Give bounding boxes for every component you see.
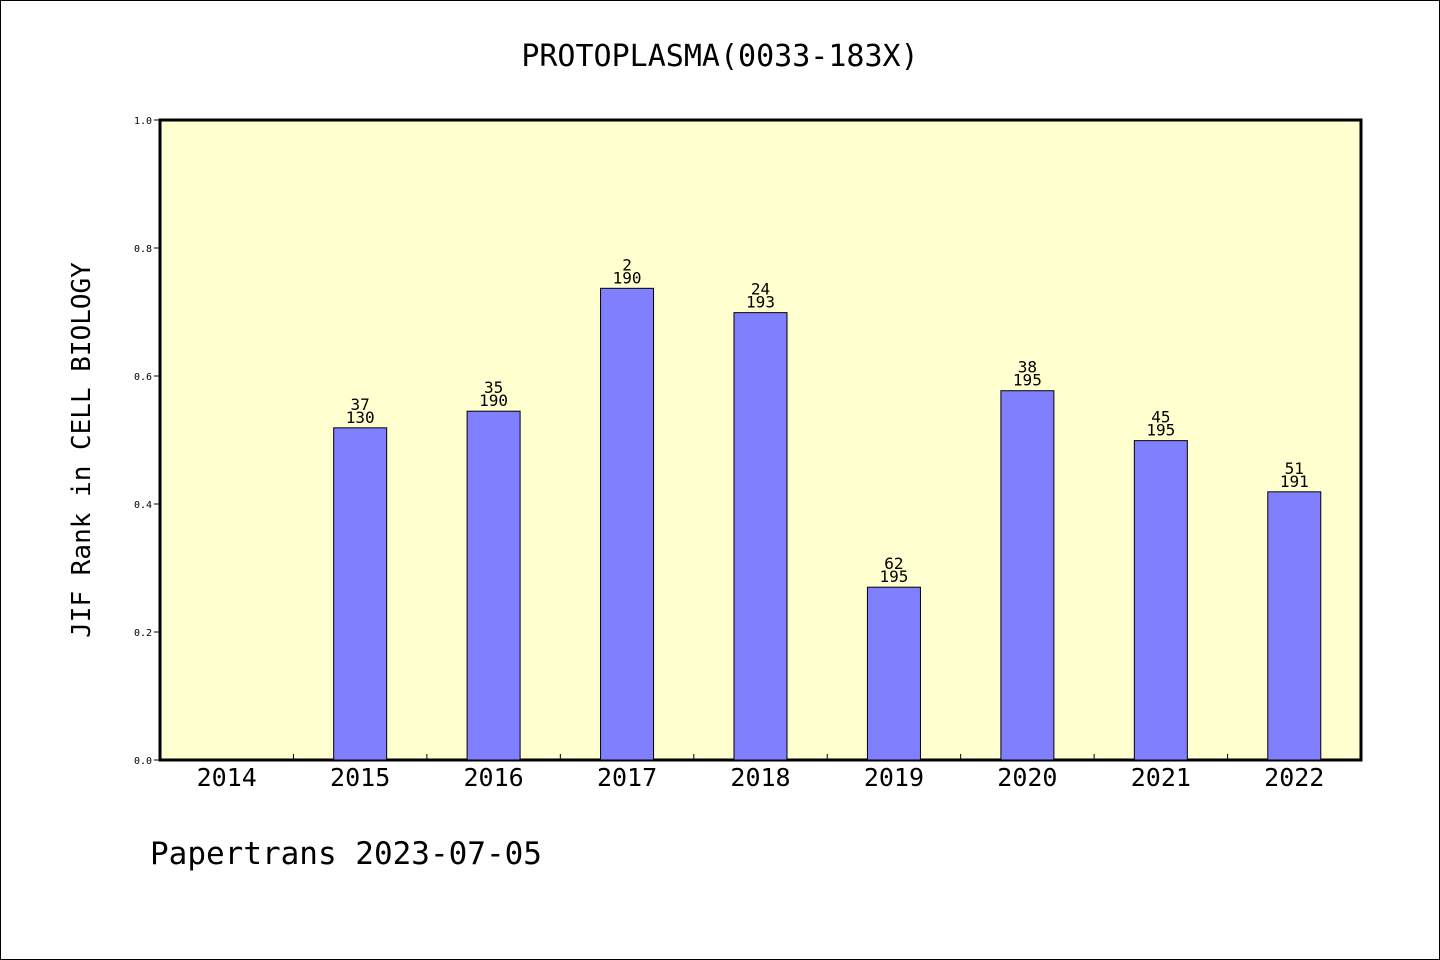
x-tick-label: 2014: [197, 763, 257, 792]
bar-series: [333, 287, 1322, 761]
bar-rank-label: 62: [884, 554, 903, 573]
bar-rank-label: 24: [751, 280, 770, 299]
y-tick-label: 0.4: [134, 500, 152, 511]
y-tick-label: 0.0: [134, 756, 152, 767]
bar-rank-label: 45: [1151, 408, 1170, 427]
y-axis-label: JIF Rank in CELL BIOLOGY: [67, 262, 97, 638]
y-tick-label: 1.0: [134, 116, 152, 127]
x-tick-label: 2020: [997, 763, 1057, 792]
x-tick-label: 2022: [1264, 763, 1324, 792]
x-tick-label: 2018: [730, 763, 790, 792]
x-tick-label: 2021: [1131, 763, 1191, 792]
bar: [466, 410, 521, 761]
bar-total-label: 190: [613, 268, 642, 287]
y-tick-label: 0.2: [134, 628, 152, 639]
y-tick-label: 0.8: [134, 244, 152, 255]
bar-rank-label: 35: [484, 378, 503, 397]
x-tick-label: 2016: [464, 763, 524, 792]
bar-total-label: 130: [346, 408, 375, 427]
x-tick-label: 2015: [330, 763, 390, 792]
bar: [1267, 491, 1322, 761]
bar: [733, 312, 788, 761]
bar-total-label: 195: [1013, 371, 1042, 390]
bar-rank-label: 51: [1285, 459, 1304, 478]
bar-total-label: 193: [746, 293, 775, 312]
bar: [866, 586, 921, 761]
bar-total-label: 190: [479, 391, 508, 410]
x-axis-labels: 2014 2015 2016 2017 2018 2019 2020 2021 2022: [197, 763, 1325, 792]
x-tick-label: 2019: [864, 763, 924, 792]
bar: [1000, 390, 1055, 761]
bar-total-label: 191: [1280, 472, 1309, 491]
y-axis-ticks: 0.0 0.2 0.4 0.6 0.8 1.0: [134, 116, 160, 767]
bar-rank-label: 37: [351, 395, 370, 414]
bar-rank-label: 38: [1018, 358, 1037, 377]
bar-total-label: 195: [1146, 421, 1175, 440]
y-tick-label: 0.6: [134, 372, 152, 383]
chart-title: PROTOPLASMA(0033-183X): [521, 39, 918, 74]
footer-text: Papertrans 2023-07-05: [150, 836, 542, 872]
x-tick-label: 2017: [597, 763, 657, 792]
bar: [333, 427, 388, 761]
bar: [600, 287, 655, 761]
bar-rank-label: 2: [622, 255, 632, 274]
bar: [1133, 440, 1188, 761]
x-axis-ticks: [292, 754, 1229, 760]
bar-total-label: 195: [879, 567, 908, 586]
